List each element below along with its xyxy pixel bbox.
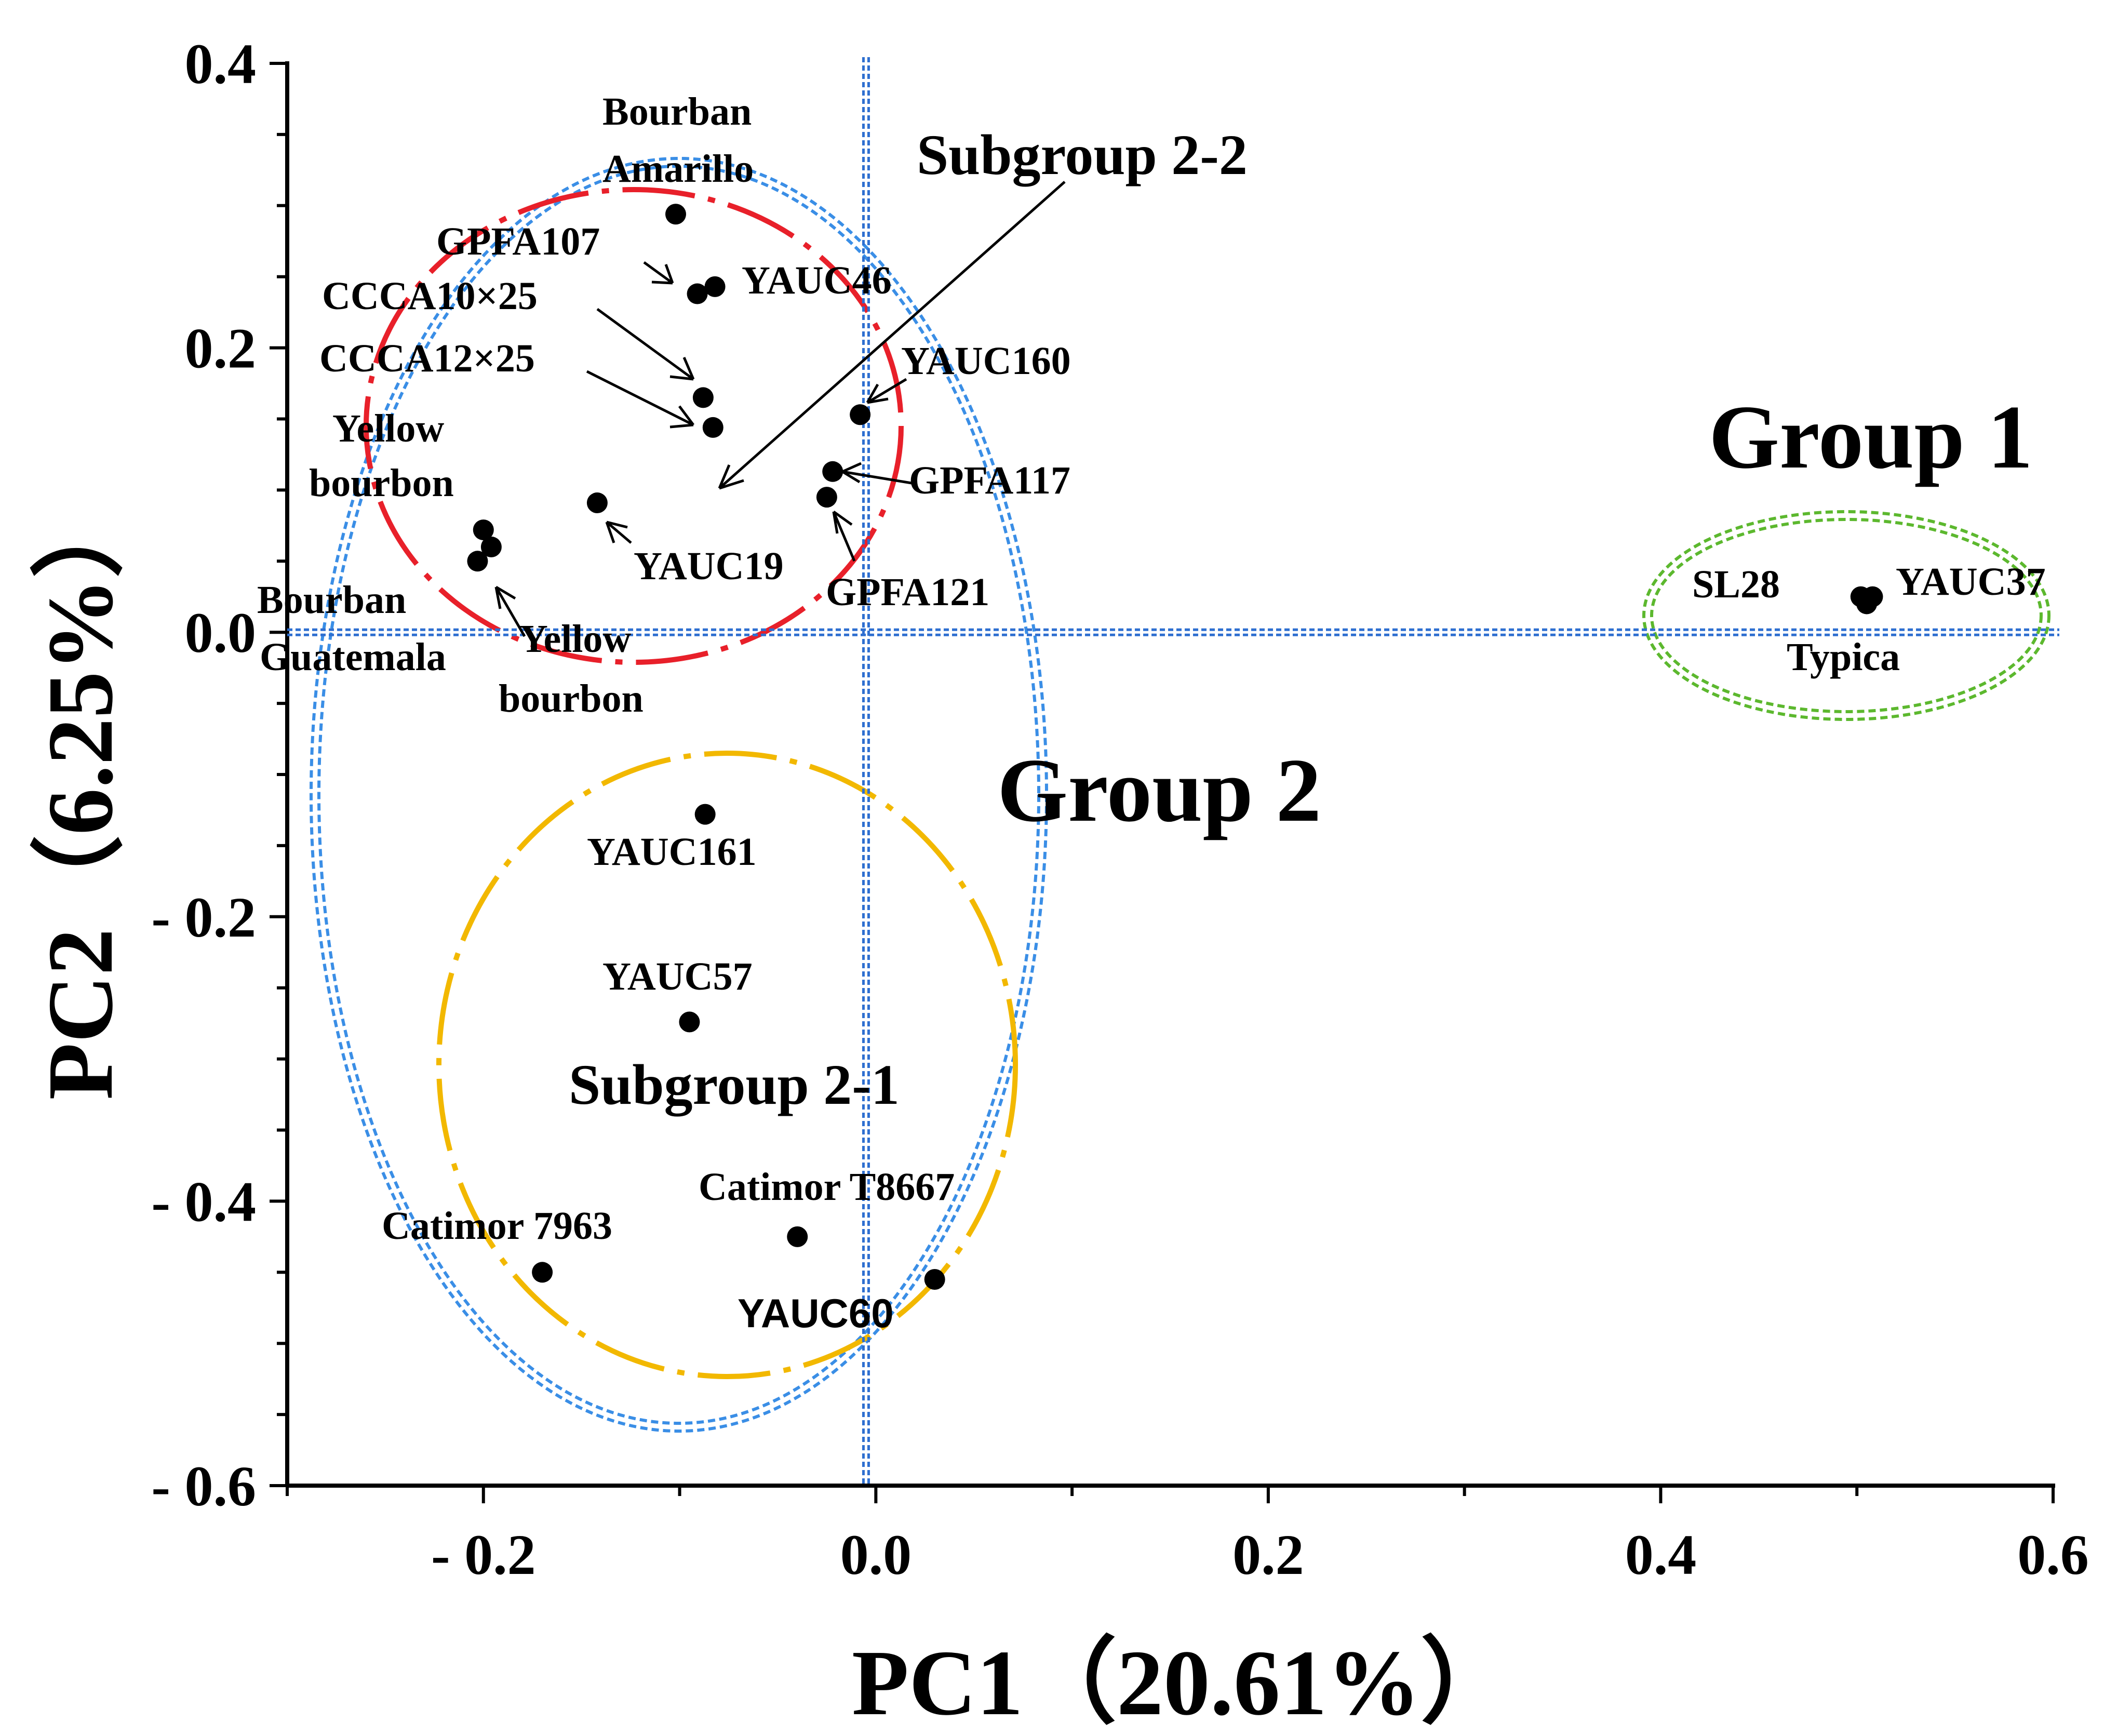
group-ellipses [310, 157, 2051, 1433]
group-1-ellipse-outer [1642, 510, 2051, 721]
arrow-yellow-bourbon-lower [494, 585, 526, 637]
arrow-yauc160 [866, 378, 907, 404]
subgroup-2-1-ellipse [436, 751, 1018, 1379]
y-tick-label: - 0.4 [151, 1170, 256, 1233]
data-point [702, 417, 723, 438]
label-bourban-guatemala-1: Bourban [257, 578, 406, 622]
label-catimor-t8667: Catimor T8667 [699, 1165, 955, 1209]
label-sl28: SL28 [1692, 563, 1780, 606]
label-yauc161: YAUC161 [587, 830, 757, 874]
arrow-ccca12 [586, 370, 694, 429]
group-2-ellipse-outer [310, 157, 1048, 1433]
x-tick-label: 0.0 [840, 1523, 912, 1586]
data-point [787, 1226, 808, 1247]
y-axis-title: PC2（6.25%） [29, 485, 132, 1100]
arrow-yauc19 [605, 520, 632, 544]
data-point [704, 276, 726, 297]
label-yauc60: YAUC60 [738, 1290, 894, 1336]
data-point [816, 487, 837, 508]
y-tick-label: 0.0 [185, 601, 257, 664]
arrow-ccca10 [596, 308, 695, 381]
data-point [480, 536, 502, 557]
arrow-subgroup-2-2 [718, 181, 1066, 490]
y-tick-label: - 0.6 [151, 1454, 256, 1518]
label-yauc57: YAUC57 [602, 955, 753, 998]
label-subgroup-2-2: Subgroup 2-2 [917, 123, 1248, 186]
label-gpfa121: GPFA121 [826, 570, 989, 614]
label-bourban-amarillo-2: Amarillo [602, 147, 754, 191]
label-gpfa107: GPFA107 [436, 220, 600, 263]
data-point [532, 1262, 553, 1283]
arrow-gpfa121 [832, 510, 856, 562]
label-group-1: Group 1 [1709, 386, 2033, 487]
label-catimor-7963: Catimor 7963 [382, 1204, 612, 1248]
label-subgroup-2-1: Subgroup 2-1 [569, 1053, 900, 1116]
group-1-ellipse-inner [1650, 518, 2043, 713]
label-yellow-lower-2: bourbon [499, 677, 644, 720]
data-point [1856, 593, 1878, 615]
arrow-gpfa107 [643, 261, 674, 285]
data-point [679, 1011, 700, 1033]
data-point [687, 283, 708, 304]
arrow-gpfa117 [841, 462, 912, 485]
label-bourban-amarillo-1: Bourban [602, 90, 752, 133]
data-point [586, 492, 608, 514]
label-yellow-lower-1: Yellow [519, 617, 631, 661]
data-point [822, 461, 843, 482]
label-gpfa117: GPFA117 [909, 459, 1070, 502]
annotation-arrows [494, 181, 1066, 637]
reference-lines [287, 57, 2059, 1486]
data-point [473, 519, 494, 541]
label-yauc46: YAUC46 [742, 259, 892, 302]
x-tick-label: - 0.2 [431, 1523, 536, 1586]
label-ccca10: CCCA10×25 [322, 274, 538, 318]
y-tick-label: 0.2 [185, 317, 257, 380]
x-tick-label: 0.6 [2017, 1523, 2089, 1586]
data-points [467, 204, 1883, 1290]
x-tick-label: 0.2 [1232, 1523, 1304, 1586]
data-point [467, 551, 488, 572]
label-bourban-guatemala-2: Guatemala [260, 635, 446, 679]
label-yellow-upper-2: bourbon [309, 461, 454, 505]
label-yauc160: YAUC160 [901, 339, 1071, 383]
data-point [850, 404, 871, 425]
label-group-2: Group 2 [997, 740, 1321, 840]
y-tick-label: 0.4 [185, 32, 257, 96]
x-axis-title: PC1（20.61%） [852, 1631, 1514, 1734]
data-point [692, 387, 714, 408]
group-labels: Group 1 Group 2 Subgroup 2-2 Subgroup 2-… [569, 123, 2033, 1116]
group-2-ellipse-inner [317, 165, 1040, 1425]
x-tick-label: 0.4 [1625, 1523, 1697, 1586]
data-point [694, 804, 716, 825]
y-tick-label: - 0.2 [151, 886, 256, 949]
label-yauc37: YAUC37 [1896, 560, 2046, 604]
ticks [270, 62, 2055, 1503]
tick-labels: 0.4 0.2 0.0 - 0.2 - 0.4 - 0.6 - 0.2 0.0 0.2 0.4 0.… [151, 32, 2088, 1586]
data-point [924, 1268, 945, 1290]
subgroup-2-2-ellipse [364, 187, 904, 665]
label-ccca12: CCCA12×25 [319, 337, 535, 380]
label-typica: Typica [1787, 635, 1900, 679]
point-labels: Bourban Amarillo GPFA107 YAUC46 CCCA10×2… [257, 90, 2046, 1336]
label-yellow-upper-1: Yellow [332, 407, 444, 450]
label-yauc19: YAUC19 [634, 544, 784, 588]
data-point [665, 204, 686, 225]
